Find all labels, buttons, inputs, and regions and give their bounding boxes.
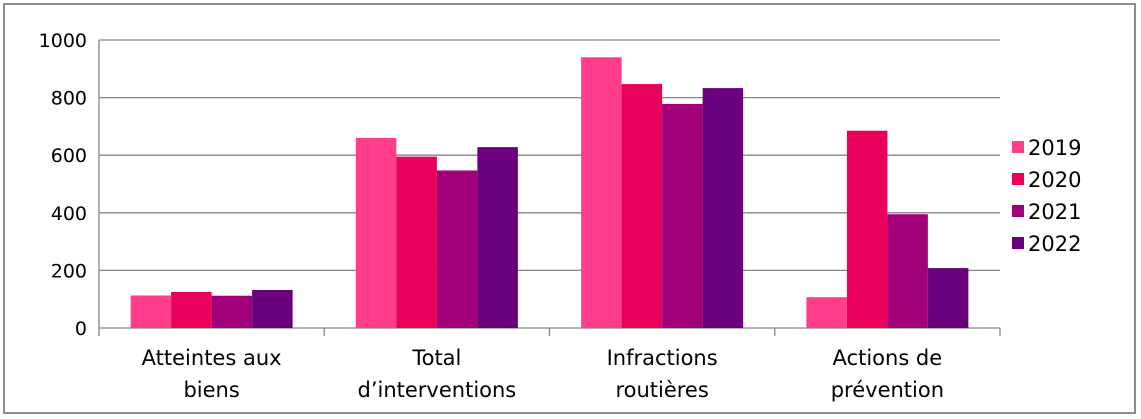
legend-label: 2020 — [1028, 168, 1081, 192]
legend-swatch-2022 — [1012, 237, 1024, 249]
y-tick-label: 0 — [75, 318, 87, 340]
legend-label: 2021 — [1028, 200, 1081, 224]
bar-2021-4 — [887, 214, 928, 328]
y-tick-label: 1000 — [39, 30, 87, 52]
category-label: routières — [615, 378, 708, 402]
y-tick-label: 400 — [51, 203, 87, 225]
bar-2019-3 — [581, 57, 622, 328]
bar-2020-3 — [621, 84, 663, 329]
bar-2021-2 — [436, 170, 478, 328]
bar-2022-3 — [702, 88, 744, 328]
bar-2020-4 — [846, 130, 888, 328]
category-label: Total — [411, 346, 461, 370]
bar-2019-1 — [130, 295, 172, 328]
y-tick-label: 800 — [51, 88, 87, 110]
legend-label: 2022 — [1028, 232, 1081, 256]
bar-2022-4 — [927, 268, 969, 328]
bar-2022-1 — [252, 289, 293, 328]
category-label: Infractions — [607, 346, 718, 370]
bar-2019-4 — [806, 297, 847, 328]
category-label: biens — [183, 378, 239, 402]
legend-swatch-2019 — [1012, 141, 1024, 153]
y-tick-label: 600 — [51, 145, 87, 167]
bar-2020-1 — [171, 292, 212, 328]
y-tick-label: 200 — [51, 260, 87, 282]
category-label: Atteintes aux — [142, 346, 282, 370]
bar-2020-2 — [396, 156, 437, 328]
chart-frame — [3, 3, 1136, 414]
legend-swatch-2021 — [1012, 205, 1024, 217]
bar-2022-2 — [477, 147, 518, 328]
legend-swatch-2020 — [1012, 173, 1024, 185]
bar-2021-3 — [662, 103, 703, 328]
category-label: Actions de — [833, 346, 943, 370]
legend-label: 2019 — [1028, 136, 1081, 160]
bar-2019-2 — [355, 137, 397, 328]
category-label: prévention — [831, 378, 944, 402]
category-label: d’interventions — [357, 378, 516, 402]
bar-2021-1 — [211, 295, 253, 328]
